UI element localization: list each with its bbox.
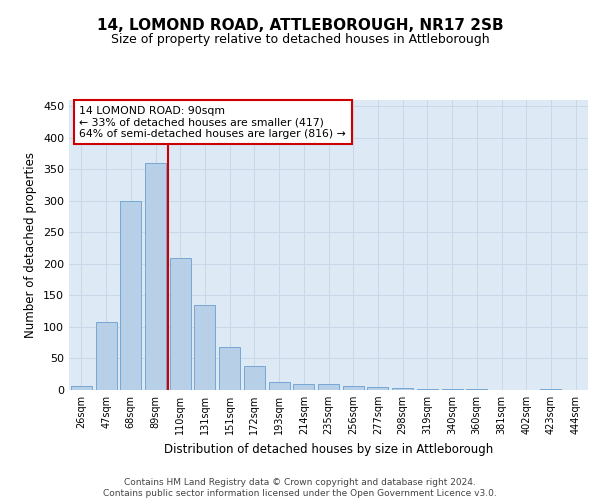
Bar xyxy=(95,322,116,390)
Bar xyxy=(244,366,265,390)
Text: 14, LOMOND ROAD, ATTLEBOROUGH, NR17 2SB: 14, LOMOND ROAD, ATTLEBOROUGH, NR17 2SB xyxy=(97,18,503,32)
Bar xyxy=(293,384,314,390)
Text: 14 LOMOND ROAD: 90sqm
← 33% of detached houses are smaller (417)
64% of semi-det: 14 LOMOND ROAD: 90sqm ← 33% of detached … xyxy=(79,106,346,139)
Bar xyxy=(219,347,240,390)
Bar xyxy=(194,305,215,390)
Text: Size of property relative to detached houses in Attleborough: Size of property relative to detached ho… xyxy=(110,32,490,46)
Bar xyxy=(71,386,92,390)
Bar xyxy=(343,386,364,390)
Bar xyxy=(417,388,438,390)
Bar xyxy=(367,387,388,390)
Bar xyxy=(541,388,562,390)
Bar xyxy=(145,163,166,390)
Bar xyxy=(170,258,191,390)
Bar xyxy=(392,388,413,390)
Y-axis label: Number of detached properties: Number of detached properties xyxy=(25,152,37,338)
Bar xyxy=(120,201,141,390)
Bar xyxy=(318,384,339,390)
Bar xyxy=(269,382,290,390)
Text: Contains HM Land Registry data © Crown copyright and database right 2024.
Contai: Contains HM Land Registry data © Crown c… xyxy=(103,478,497,498)
X-axis label: Distribution of detached houses by size in Attleborough: Distribution of detached houses by size … xyxy=(164,442,493,456)
